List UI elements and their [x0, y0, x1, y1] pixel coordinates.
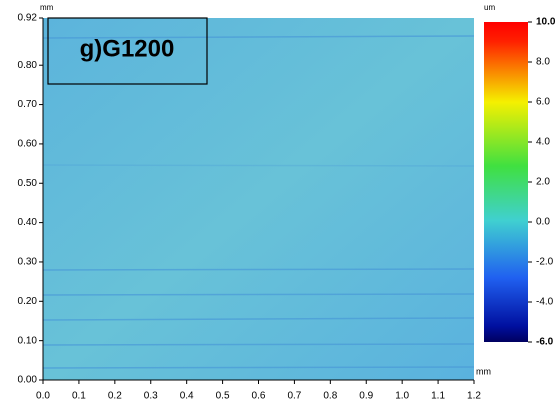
x-tick-label: 1.2 — [467, 391, 481, 402]
x-tick-label: 0.4 — [180, 391, 194, 402]
x-tick-label: 0.3 — [144, 391, 158, 402]
colorbar-tick-label: -2.0 — [536, 257, 554, 268]
colorbar-tick-label: 2.0 — [536, 177, 550, 188]
x-tick-label: 0.5 — [216, 391, 230, 402]
y-tick-label: 0.40 — [18, 217, 38, 228]
colorbar-tick-label: 10.0 — [536, 17, 556, 28]
x-axis-label: mm — [476, 366, 491, 376]
title-box — [47, 17, 208, 85]
chart-title: g)G1200 — [80, 35, 175, 62]
y-tick-label: 0.10 — [18, 335, 38, 346]
x-tick-label: 1.1 — [431, 391, 445, 402]
y-tick-label: 0.92 — [18, 13, 38, 24]
y-tick-label: 0.80 — [18, 60, 38, 71]
colorbar-tick-label: -6.0 — [536, 337, 554, 348]
surface-fill — [43, 18, 474, 380]
y-tick-label: 0.00 — [18, 375, 38, 386]
y-axis-label: mm — [40, 3, 54, 12]
x-tick-label: 0.1 — [72, 391, 86, 402]
y-tick-label: 0.20 — [18, 296, 38, 307]
colorbar-tick-label: 8.0 — [536, 57, 550, 68]
x-tick-label: 0.2 — [108, 391, 122, 402]
y-tick-label: 0.60 — [18, 139, 38, 150]
colorbar-tick-label: 4.0 — [536, 137, 550, 148]
colorbar-tick-label: 0.0 — [536, 217, 550, 228]
x-tick-label: 0.0 — [36, 391, 50, 402]
y-tick-label: 0.70 — [18, 99, 38, 110]
x-tick-label: 0.7 — [287, 391, 301, 402]
x-tick-label: 0.8 — [323, 391, 337, 402]
x-tick-label: 0.6 — [252, 391, 266, 402]
colorbar-tick-label: -4.0 — [536, 297, 554, 308]
colorbar-tick-label: 6.0 — [536, 97, 550, 108]
y-tick-label: 0.50 — [18, 178, 38, 189]
surface — [42, 18, 475, 380]
x-tick-label: 0.9 — [359, 391, 373, 402]
y-tick-label: 0.30 — [18, 257, 38, 268]
x-tick-label: 1.0 — [395, 391, 409, 402]
colorbar — [484, 22, 528, 342]
surface-streaks — [42, 35, 475, 369]
colorbar-label: um — [484, 3, 495, 12]
